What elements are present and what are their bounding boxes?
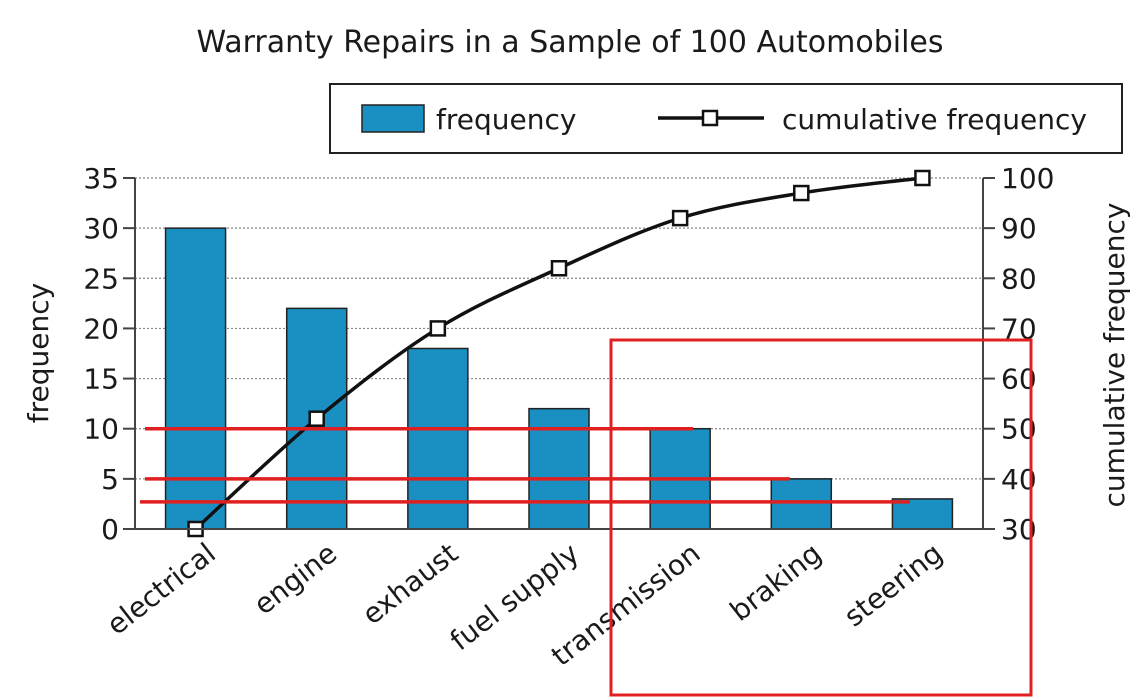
y2-axis-label: cumulative frequency (1098, 203, 1131, 508)
legend: frequency cumulative frequency (329, 83, 1123, 154)
cumulative-point-braking (793, 184, 810, 202)
legend-frequency-label: frequency (436, 103, 576, 136)
cumulative-point-exhaust (429, 320, 447, 337)
cumulative-point-engine (308, 410, 325, 427)
left-tick-label: 10 (83, 413, 119, 446)
bar-engine (285, 307, 348, 530)
left-tick-label: 0 (101, 513, 119, 546)
category-label: electrical (101, 537, 222, 642)
axes (134, 178, 984, 530)
bar-fuel-supply (528, 407, 590, 530)
category-label: exhaust (356, 537, 464, 632)
left-axis-ticks: 0 5 10 15 20 25 30 35 (83, 162, 135, 546)
right-tick-label: 100 (1001, 162, 1054, 195)
left-tick-label: 5 (101, 463, 119, 496)
chart-title: Warranty Repairs in a Sample of 100 Auto… (196, 25, 943, 60)
bar-braking (770, 478, 833, 530)
category-label: steering (838, 537, 949, 634)
left-tick-label: 20 (83, 312, 119, 345)
right-tick-label: 80 (1001, 262, 1037, 295)
y-axis-label: frequency (22, 283, 55, 423)
left-tick-label: 25 (83, 262, 119, 295)
legend-bar-swatch (361, 104, 425, 133)
category-label: braking (724, 537, 828, 628)
cumulative-point-fuel-supply (550, 260, 568, 277)
right-tick-label: 90 (1001, 212, 1037, 245)
cumulative-point-transmission (671, 209, 689, 227)
cumulative-point-steering (914, 169, 931, 187)
left-tick-label: 30 (83, 212, 119, 245)
left-tick-label: 15 (83, 363, 119, 396)
annotations (140, 338, 1033, 697)
legend-cumulative-label: cumulative frequency (782, 103, 1087, 136)
legend-marker-swatch (701, 109, 719, 127)
highlight-box (609, 338, 1033, 697)
bar-electrical (164, 227, 227, 530)
category-label: engine (247, 537, 343, 622)
left-tick-label: 35 (83, 162, 119, 195)
